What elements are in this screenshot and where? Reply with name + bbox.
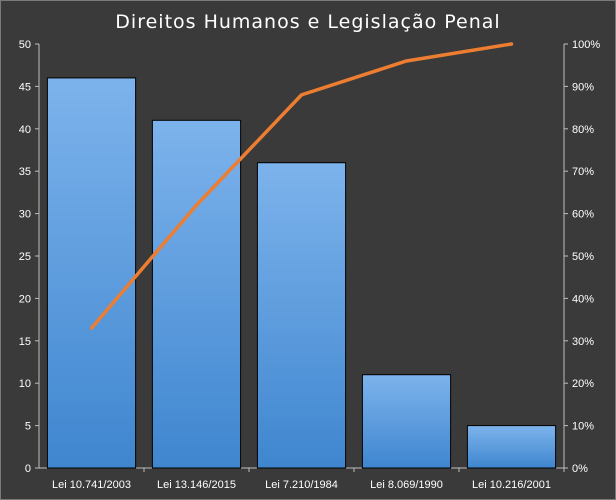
left-tick-label: 25 <box>19 251 31 263</box>
left-tick-label: 10 <box>19 378 31 390</box>
right-tick-label: 0% <box>572 463 588 475</box>
x-tick-label: Lei 8.069/1990 <box>370 479 443 491</box>
chart-title: Direitos Humanos e Legislação Penal <box>115 11 500 33</box>
right-tick-label: 100% <box>572 39 600 51</box>
bar <box>151 119 242 469</box>
left-tick-label: 30 <box>19 209 31 221</box>
right-tick-label: 10% <box>572 421 594 433</box>
bar <box>466 425 557 469</box>
line-point <box>300 93 303 97</box>
right-tick-label: 50% <box>572 251 594 263</box>
line-series <box>89 42 514 330</box>
right-tick-label: 20% <box>572 378 594 390</box>
right-tick-label: 70% <box>572 166 594 178</box>
right-tick-label: 90% <box>572 81 594 93</box>
left-tick-label: 0 <box>25 463 31 475</box>
left-tick-label: 40 <box>19 124 31 136</box>
left-tick-label: 15 <box>19 336 31 348</box>
left-tick-label: 5 <box>25 421 31 433</box>
x-tick-label: Lei 10.216/2001 <box>472 479 551 491</box>
line-point <box>405 59 408 63</box>
left-tick-label: 50 <box>19 39 31 51</box>
left-tick-label: 20 <box>19 293 31 305</box>
x-tick-label: Lei 7.210/1984 <box>265 479 338 491</box>
bar <box>256 162 347 469</box>
bar <box>46 77 137 469</box>
line-point <box>90 326 93 330</box>
right-tick-label: 80% <box>572 124 594 136</box>
x-tick-label: Lei 10.741/2003 <box>52 479 131 491</box>
left-tick-label: 35 <box>19 166 31 178</box>
line-point <box>195 203 198 207</box>
right-tick-label: 60% <box>572 209 594 221</box>
x-tick-label: Lei 13.146/2015 <box>157 479 236 491</box>
right-tick-label: 40% <box>572 293 594 305</box>
bar <box>361 374 452 469</box>
tick-labels: 0 5 10 15 20 25 30 35 40 45 50 0% 10% 20% 30% 40% 50% 60%… <box>19 39 601 491</box>
right-tick-label: 30% <box>572 336 594 348</box>
line-point <box>510 42 513 46</box>
bar-series <box>46 77 557 469</box>
left-tick-label: 45 <box>19 81 31 93</box>
